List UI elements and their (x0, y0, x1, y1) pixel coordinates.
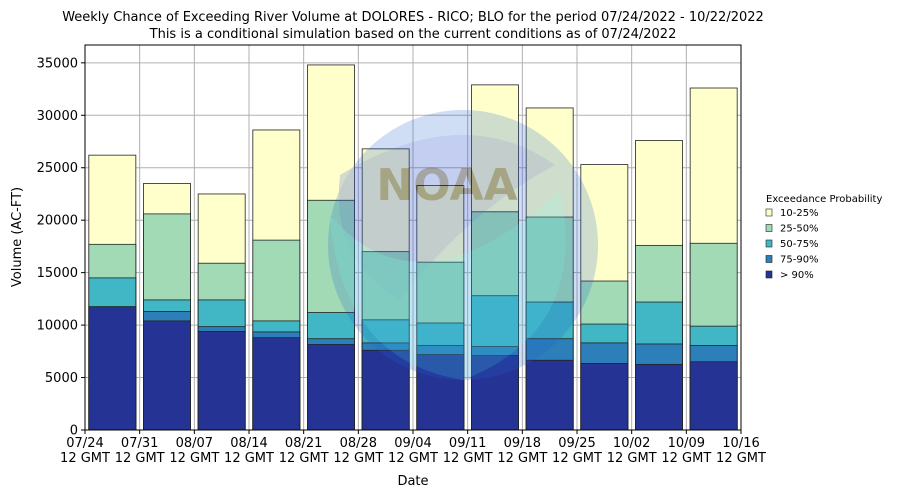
noaa-watermark: NOAA (328, 110, 598, 380)
y-tick-label: 30000 (37, 109, 78, 124)
x-tick-label-date: 09/25 (558, 436, 595, 451)
bar-90-week-8 (471, 355, 519, 431)
x-tick-label-time: 12 GMT (60, 451, 110, 466)
y-tick-label: 20000 (37, 214, 78, 229)
y-tick-label: 35000 (37, 56, 78, 71)
bar-90-week-10 (580, 362, 629, 431)
grid-lines (84, 45, 742, 431)
x-tick-label-date: 08/14 (230, 436, 267, 451)
y-tick-label: 5000 (45, 371, 78, 386)
legend-swatch (765, 224, 773, 232)
noaa-logo-bird (338, 134, 555, 300)
noaa-logo-wave (330, 190, 566, 380)
x-tick-label-time: 12 GMT (388, 451, 438, 466)
x-tick-label-date: 09/11 (449, 436, 486, 451)
x-tick-label-date: 10/02 (613, 436, 650, 451)
legend-swatch (765, 239, 773, 248)
x-tick-label-time: 12 GMT (607, 451, 657, 466)
legend-label: 75-90% (780, 255, 819, 266)
bar-90-week-3 (197, 330, 246, 431)
legend-swatch (765, 255, 773, 263)
bar-90-week-4 (252, 337, 301, 431)
x-tick-label-date: 07/24 (66, 436, 103, 451)
legend-label: > 90% (780, 270, 814, 281)
legend-swatch (765, 208, 773, 217)
noaa-logo-circle (328, 110, 598, 380)
x-tick-label-date: 08/21 (285, 436, 322, 451)
x-axis-label: Date (397, 474, 428, 489)
y-axis-label: Volume (AC-FT) (10, 187, 25, 287)
x-tick-label-time: 12 GMT (279, 451, 329, 466)
x-tick-label-date: 09/04 (394, 436, 431, 451)
axes: 0 5000 10000 15000 20000 25000 30000 35000 07/24… (37, 44, 766, 466)
bar-90-week-6 (361, 349, 410, 431)
bar-90-week-2 (143, 320, 191, 431)
legend-title: Exceedance Probability (766, 194, 882, 205)
legend-label: 10-25% (780, 208, 819, 219)
noaa-logo-text: NOAA (376, 160, 517, 211)
x-tick-label-date: 09/18 (504, 436, 541, 451)
x-tick-label-date: 10/09 (668, 436, 705, 451)
x-tick-label-date: 10/16 (722, 436, 759, 451)
y-tick-label: 0 (70, 424, 78, 439)
bar-90-week-11 (635, 364, 683, 431)
y-tick-label: 25000 (37, 161, 78, 176)
y-tick-label: 15000 (37, 266, 78, 281)
x-tick-label-time: 12 GMT (716, 451, 766, 466)
bar-90-week-9 (525, 359, 574, 431)
x-tick-label-time: 12 GMT (661, 451, 711, 466)
x-tick-label-time: 12 GMT (443, 451, 493, 466)
legend-label: 25-50% (780, 224, 819, 235)
x-tick-label-time: 12 GMT (552, 451, 602, 466)
bar-90-week-12 (689, 361, 738, 431)
bar-90-week-1 (88, 306, 137, 431)
bar-90-week-5 (307, 344, 355, 431)
x-tick-label-date: 08/28 (340, 436, 377, 451)
x-tick-label-time: 12 GMT (497, 451, 547, 466)
chart-title: Weekly Chance of Exceeding River Volume … (62, 10, 764, 25)
legend-swatch (765, 270, 773, 279)
x-tick-label-time: 12 GMT (169, 451, 219, 466)
legend-label: 50-75% (780, 239, 819, 250)
bar-90-week-7 (416, 354, 465, 431)
plot-frame (84, 44, 742, 431)
x-tick-label-time: 12 GMT (115, 451, 165, 466)
x-tick-label-date: 08/07 (176, 436, 213, 451)
x-tick-label-date: 07/31 (121, 436, 158, 451)
x-tick-label-time: 12 GMT (224, 451, 274, 466)
chart-subtitle: This is a conditional simulation based o… (149, 27, 677, 42)
x-tick-label-time: 12 GMT (333, 451, 383, 466)
legend: Exceedance Probability 10-25% 25-50% 50-75… (765, 194, 882, 281)
y-tick-label: 10000 (37, 319, 78, 334)
